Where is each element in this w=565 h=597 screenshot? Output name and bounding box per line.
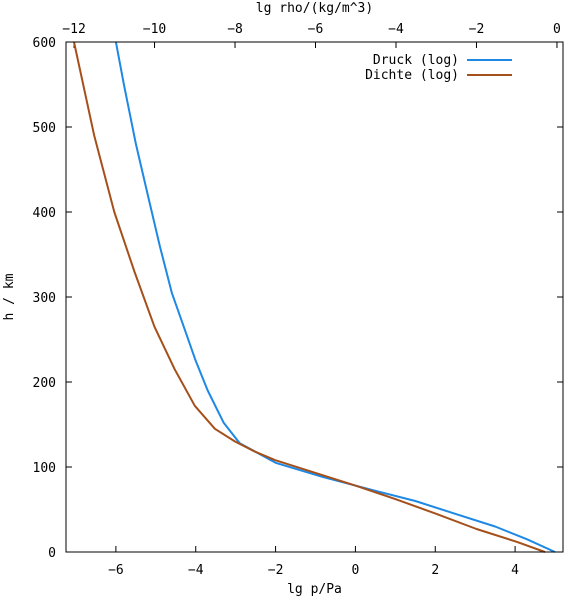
labels-layer: −6 −4 −2 0 2 4 −12 −10 −8 −6 −4 −2 0 0 100 200 300 400 500… (33, 22, 561, 578)
x-tick-label: −4 (188, 563, 204, 578)
y-tick-label: 100 (33, 461, 56, 476)
x-tick-label: 0 (352, 563, 360, 578)
series-layer (73, 41, 556, 553)
x-tick-label: 4 (511, 563, 519, 578)
x-axis-label: lg p/Pa (287, 582, 342, 597)
legend: Druck (log) Dichte (log) (365, 53, 512, 83)
x2-tick-label: −10 (143, 22, 166, 37)
x2-tick-label: −2 (469, 22, 485, 37)
x2-tick-label: −6 (308, 22, 324, 37)
x-tick-label: 2 (431, 563, 439, 578)
y-tick-label: 0 (48, 546, 56, 561)
y-tick-label: 600 (33, 36, 56, 51)
series-line-0 (114, 41, 556, 553)
x-tick-label: −2 (268, 563, 284, 578)
x2-tick-label: −4 (388, 22, 404, 37)
series-line-1 (73, 41, 546, 553)
y-tick-label: 200 (33, 376, 56, 391)
legend-label-dichte: Dichte (log) (365, 68, 459, 83)
legend-label-druck: Druck (log) (373, 53, 459, 68)
plot-frame (65, 41, 564, 553)
x2-tick-label: −12 (62, 22, 85, 37)
y-axis-label: h / km (2, 273, 17, 320)
y-tick-label: 300 (33, 291, 56, 306)
x2-axis-label: lg rho/(kg/m^3) (256, 1, 373, 16)
y-tick-label: 500 (33, 121, 56, 136)
x2-tick-label: 0 (553, 22, 561, 37)
x-tick-label: −6 (108, 563, 124, 578)
y-tick-label: 400 (33, 206, 56, 221)
x2-tick-label: −8 (227, 22, 243, 37)
